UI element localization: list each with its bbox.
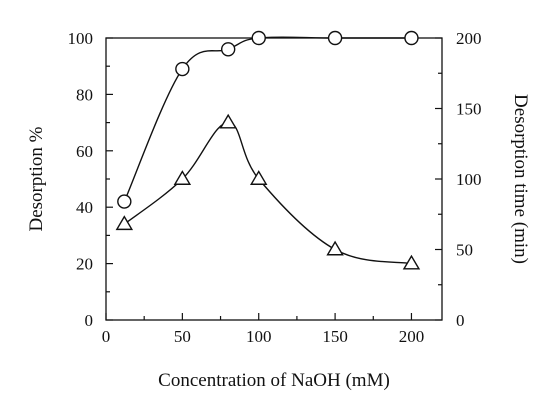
- circle-marker: [220, 42, 236, 57]
- circle-marker: [327, 30, 343, 46]
- triangle-marker: [326, 240, 344, 256]
- y2-tick-label: 50: [456, 241, 473, 260]
- triangle-marker: [402, 254, 421, 270]
- series-1-curve: [123, 36, 412, 202]
- tick-labels: 0 50 100 150 200 0 20 40 60 80 100 0 50 100 150 200: [68, 29, 482, 346]
- y-tick-label: 0: [85, 311, 94, 330]
- triangle-marker: [115, 215, 134, 231]
- y2-tick-label: 200: [456, 29, 482, 48]
- y-tick-label: 60: [76, 142, 93, 161]
- plot-frame: [105, 37, 443, 321]
- y2-tick-label: 0: [456, 311, 465, 330]
- circle-marker: [251, 30, 266, 46]
- circle-marker: [175, 61, 190, 77]
- series-2-curve: [123, 121, 412, 265]
- y-tick-label: 40: [76, 198, 93, 217]
- circle-marker: [117, 194, 132, 209]
- y2-tick-label: 100: [456, 170, 482, 189]
- axis-ticks: [105, 37, 442, 321]
- circle-marker: [404, 30, 419, 46]
- x-tick-label: 0: [102, 327, 111, 346]
- y2-axis-label: Desorption time (min): [510, 94, 531, 264]
- y-tick-label: 20: [76, 255, 93, 274]
- data-markers: [115, 30, 421, 270]
- x-tick-label: 100: [246, 327, 272, 346]
- x-tick-label: 200: [399, 327, 425, 346]
- y2-tick-label: 150: [456, 100, 482, 119]
- triangle-marker: [250, 170, 268, 185]
- triangle-marker: [173, 170, 192, 185]
- x-tick-label: 150: [322, 327, 348, 346]
- x-axis-label: Concentration of NaOH (mM): [158, 370, 390, 391]
- y-tick-label: 80: [76, 85, 93, 104]
- y-tick-label: 100: [68, 29, 94, 48]
- triangle-marker: [219, 113, 237, 129]
- x-tick-label: 50: [174, 327, 191, 346]
- y-axis-label: Desorption %: [26, 126, 47, 231]
- fit-curves: [123, 36, 412, 265]
